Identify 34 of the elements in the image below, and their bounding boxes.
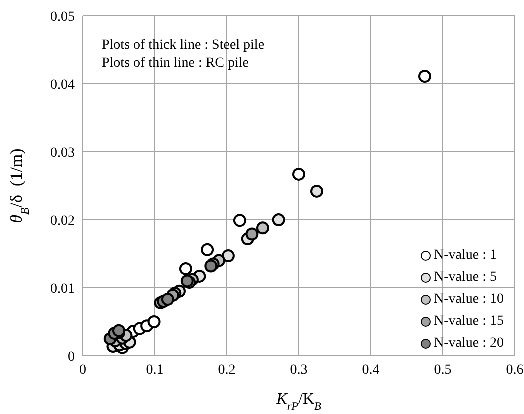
y-tick-label: 0.02 (50, 214, 75, 229)
point (233, 214, 246, 228)
point (246, 228, 259, 241)
x-tick-label: 0 (80, 362, 86, 378)
annotation: Plots of thick line : Steel pile (102, 37, 265, 55)
point (222, 250, 235, 263)
point (148, 316, 161, 328)
y-tick-label: 0.04 (50, 78, 75, 93)
x-tick-label: 0.4 (362, 362, 380, 378)
point (292, 168, 306, 181)
x-tick-label: 0.3 (290, 362, 308, 378)
x-axis-title: K$_{rP}$/K$_{B}$ (276, 391, 322, 413)
x-tick-label: 0.2 (218, 362, 236, 378)
point (310, 184, 324, 198)
legend-label: N-value : 15 (434, 313, 504, 331)
y-tick-label: 0.03 (50, 146, 75, 161)
x-tick-label: 0.1 (146, 362, 164, 378)
point (179, 262, 192, 276)
legend-label: N-value : 20 (434, 335, 504, 353)
x-tick-label: 0.5 (434, 362, 452, 378)
point (180, 274, 194, 288)
point (256, 222, 270, 235)
legend-label: N-value : 10 (434, 291, 504, 309)
y-tick-label: 0.05 (50, 10, 75, 25)
legend-label: N-value : 5 (434, 269, 497, 287)
annotation: Plots of thin line : RC pile (102, 55, 250, 73)
x-tick-label: 0.6 (506, 362, 524, 378)
point (272, 214, 286, 226)
y-tick-label: 0 (68, 350, 75, 365)
point (201, 243, 214, 256)
y-tick-label: 0.01 (50, 282, 75, 297)
point (161, 293, 174, 306)
point (418, 70, 432, 84)
legend-label: N-value : 1 (434, 247, 497, 265)
